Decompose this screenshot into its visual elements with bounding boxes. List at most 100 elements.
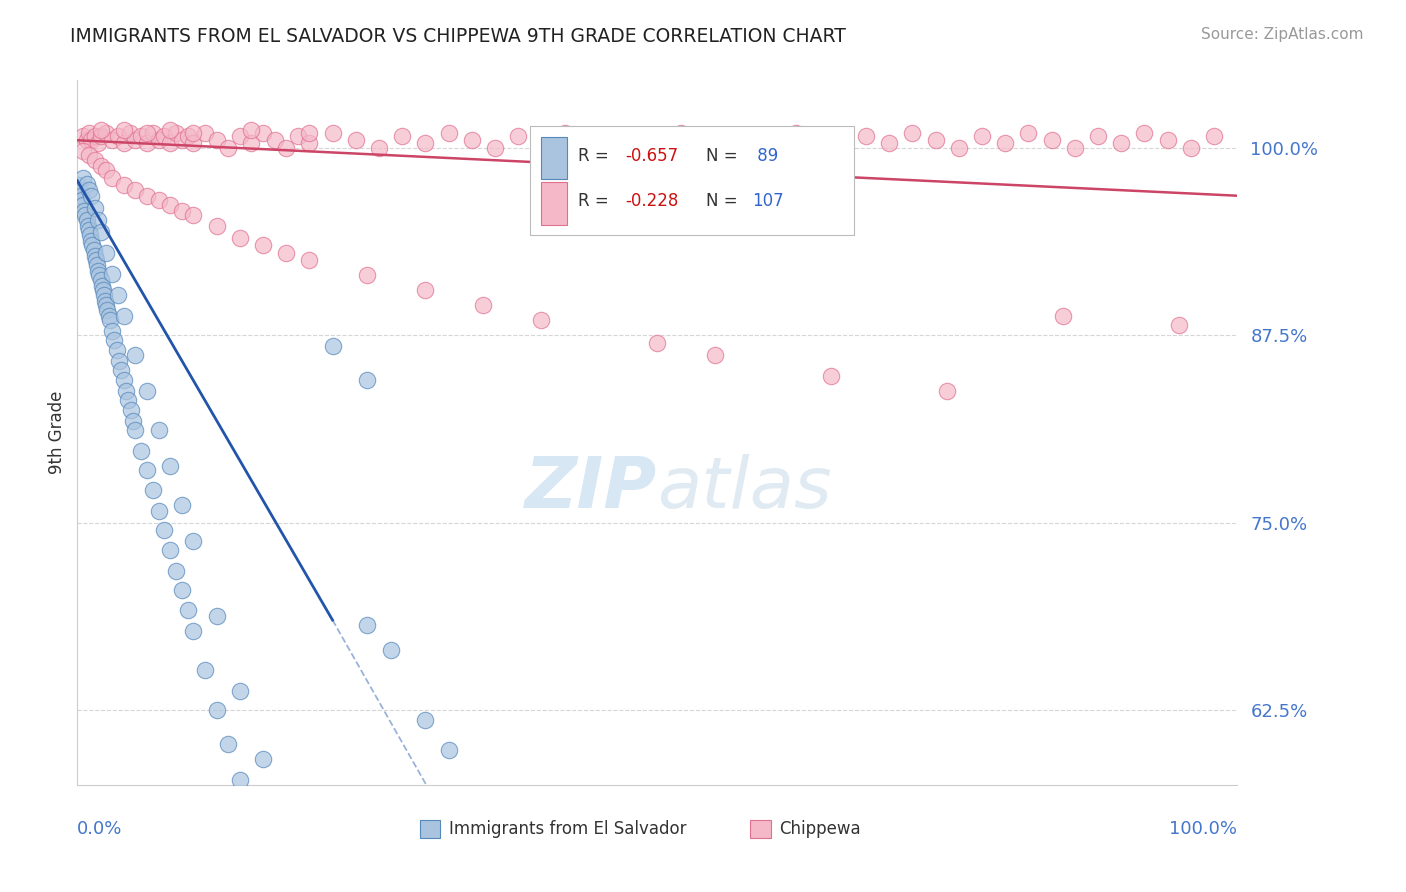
Point	[153, 128, 176, 143]
Point	[948, 141, 970, 155]
Point	[925, 133, 948, 147]
Point	[159, 136, 181, 151]
Point	[647, 136, 669, 151]
Point	[287, 128, 309, 143]
Point	[263, 872, 285, 887]
Point	[321, 126, 344, 140]
Point	[391, 128, 413, 143]
Point	[103, 333, 125, 347]
Point	[240, 804, 263, 818]
Point	[107, 287, 129, 301]
Point	[142, 483, 165, 497]
Point	[93, 287, 115, 301]
Point	[808, 133, 831, 147]
Point	[356, 268, 378, 283]
Point	[122, 414, 145, 428]
Point	[96, 302, 118, 317]
Point	[76, 133, 98, 147]
Point	[90, 128, 111, 143]
Point	[183, 126, 205, 140]
Point	[704, 348, 727, 362]
Point	[101, 170, 124, 185]
Point	[90, 225, 111, 239]
Point	[76, 212, 98, 227]
Point	[135, 136, 157, 151]
Bar	[541, 136, 567, 179]
Point	[228, 773, 252, 788]
Text: Immigrants from El Salvador: Immigrants from El Salvador	[449, 820, 686, 838]
Text: atlas: atlas	[658, 455, 832, 524]
Point	[87, 263, 110, 277]
Point	[472, 793, 495, 807]
Point	[142, 126, 165, 140]
Point	[98, 313, 121, 327]
Point	[832, 141, 855, 155]
Point	[101, 324, 124, 338]
Point	[82, 238, 104, 252]
Point	[72, 170, 94, 185]
Point	[298, 126, 321, 140]
Point	[159, 122, 181, 136]
Point	[135, 463, 157, 477]
Point	[153, 523, 176, 537]
Point	[83, 243, 105, 257]
Point	[108, 353, 131, 368]
Point	[159, 458, 181, 473]
Point	[96, 245, 118, 260]
Point	[107, 128, 129, 143]
Point	[252, 238, 274, 252]
Point	[135, 188, 157, 202]
Point	[344, 133, 367, 147]
Point	[118, 126, 141, 140]
Text: 0.0%: 0.0%	[77, 821, 122, 838]
Point	[183, 208, 205, 222]
Point	[183, 533, 205, 548]
Point	[170, 203, 193, 218]
Point	[117, 392, 139, 407]
Bar	[751, 821, 770, 838]
Point	[716, 141, 738, 155]
Point	[176, 128, 198, 143]
Point	[183, 136, 205, 151]
Point	[530, 136, 553, 151]
Point	[785, 126, 807, 140]
Point	[124, 348, 146, 362]
Point	[600, 141, 623, 155]
Point	[77, 223, 100, 237]
Point	[72, 128, 94, 143]
FancyBboxPatch shape	[530, 126, 855, 235]
Point	[437, 126, 460, 140]
Point	[112, 309, 135, 323]
Point	[647, 335, 669, 350]
Point	[1087, 128, 1109, 143]
Point	[91, 283, 114, 297]
Point	[972, 128, 994, 143]
Point	[877, 136, 901, 151]
Point	[669, 126, 692, 140]
Point	[73, 203, 96, 218]
Point	[263, 133, 285, 147]
Bar	[419, 821, 440, 838]
Point	[298, 136, 321, 151]
Point	[159, 542, 181, 557]
Point	[101, 133, 124, 147]
Point	[84, 253, 107, 268]
Point	[901, 126, 924, 140]
Point	[183, 624, 205, 638]
Point	[274, 822, 298, 837]
Point	[1040, 133, 1063, 147]
Point	[205, 608, 228, 623]
Point	[159, 198, 181, 212]
Point	[165, 126, 187, 140]
Point	[576, 133, 599, 147]
Point	[252, 126, 274, 140]
Point	[298, 253, 321, 268]
Point	[437, 743, 460, 757]
Point	[298, 883, 321, 892]
Point	[90, 159, 111, 173]
Point	[112, 373, 135, 387]
Point	[484, 141, 506, 155]
Point	[240, 136, 263, 151]
Point	[820, 368, 842, 383]
Point	[205, 219, 228, 233]
